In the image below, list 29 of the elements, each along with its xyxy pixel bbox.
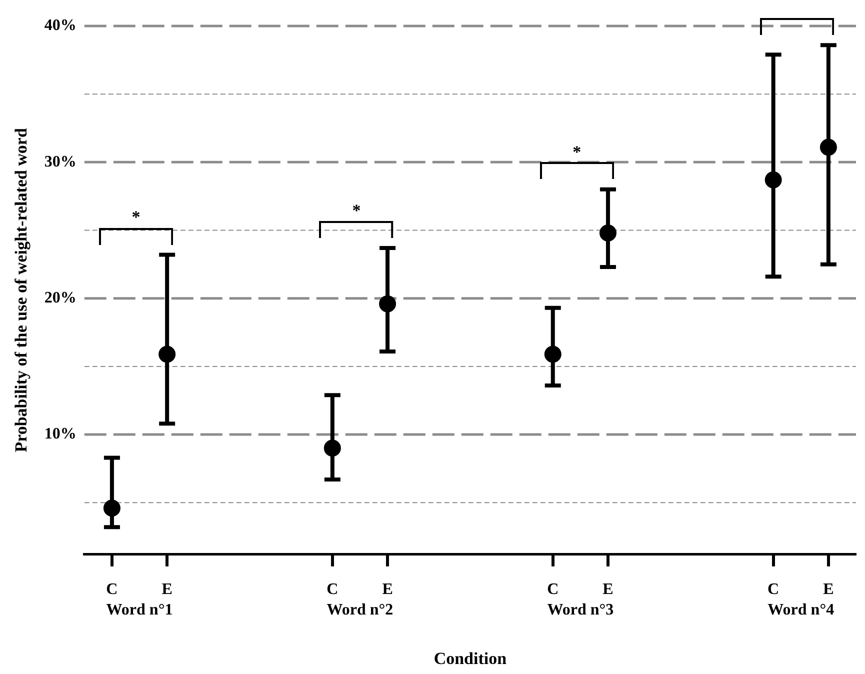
point: [324, 440, 341, 457]
annotation: *: [132, 208, 140, 227]
y-tick-label: 10%: [44, 426, 76, 443]
point: [544, 346, 562, 363]
point: [820, 138, 837, 156]
point: [599, 224, 616, 242]
y-tick-label: 20%: [44, 290, 76, 307]
x-tick-label: C: [768, 581, 780, 598]
text: Word n°4: [768, 602, 834, 619]
x-tick-label: E: [823, 581, 834, 598]
point: [103, 500, 120, 517]
text: Word n°1: [106, 602, 173, 619]
annotation: *: [572, 142, 582, 162]
text: Word n°3: [547, 602, 614, 619]
x-tick-label: E: [162, 581, 172, 598]
x-axis-title: Condition: [434, 649, 508, 668]
y-axis-title: Probability of the use of weight-related word: [12, 128, 31, 452]
y-tick-label: 30%: [44, 153, 76, 170]
point: [764, 171, 782, 188]
point: [379, 295, 396, 312]
y-tick-label: 40%: [44, 17, 76, 34]
x-tick-label: C: [106, 581, 118, 598]
x-tick-label: E: [382, 581, 393, 598]
x-tick-label: C: [326, 581, 338, 598]
annotation: *: [352, 200, 361, 220]
x-tick-label: C: [547, 581, 559, 598]
x-tick-label: E: [602, 581, 614, 598]
text: Word n°2: [326, 602, 394, 619]
point: [158, 346, 176, 363]
